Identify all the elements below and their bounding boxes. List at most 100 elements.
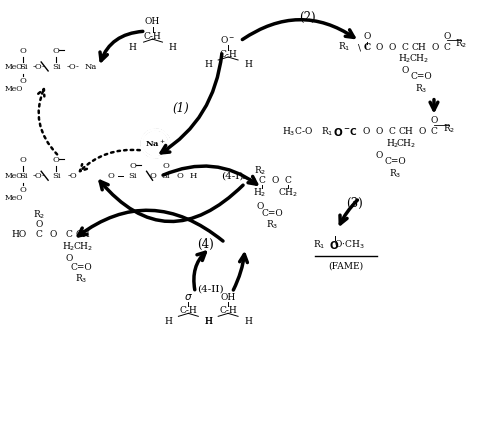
Text: O: O <box>271 176 278 185</box>
Text: O: O <box>376 43 383 52</box>
Text: -O-: -O- <box>32 63 46 71</box>
Text: Si: Si <box>52 172 60 180</box>
Text: H: H <box>128 43 136 52</box>
Text: H: H <box>168 43 176 52</box>
Text: O: O <box>66 254 72 263</box>
Text: MeO: MeO <box>4 172 22 180</box>
Text: CH$_2$: CH$_2$ <box>409 53 429 65</box>
Text: $\sigma$: $\sigma$ <box>184 292 193 303</box>
Text: O: O <box>418 127 426 136</box>
Text: C-H: C-H <box>144 32 162 41</box>
Text: H$_3$C-O: H$_3$C-O <box>282 125 313 138</box>
Text: MeO: MeO <box>4 85 22 93</box>
Text: C=O: C=O <box>261 208 283 217</box>
Text: H: H <box>190 172 197 180</box>
Text: $\mathbf{O}$: $\mathbf{O}$ <box>330 239 340 251</box>
Text: O: O <box>443 32 450 41</box>
Text: C: C <box>66 230 72 239</box>
Text: O$^-$: O$^-$ <box>220 34 236 45</box>
Text: R$_2$: R$_2$ <box>443 122 455 135</box>
Text: H: H <box>204 317 212 326</box>
Text: (4): (4) <box>197 238 214 251</box>
Text: C: C <box>258 176 266 185</box>
Text: O: O <box>364 32 371 41</box>
Text: Si: Si <box>161 172 170 180</box>
Text: R$_1$: R$_1$ <box>314 238 326 251</box>
Text: CH$_2$: CH$_2$ <box>278 187 298 199</box>
Text: O: O <box>129 162 136 170</box>
Text: $\backslash$: $\backslash$ <box>357 42 362 53</box>
Text: $\mathbf{O^-}$: $\mathbf{O^-}$ <box>332 125 350 137</box>
Text: R$_3$: R$_3$ <box>415 83 427 95</box>
Text: C: C <box>389 127 396 136</box>
Text: CH$_2$: CH$_2$ <box>396 137 416 150</box>
Text: H$_2$: H$_2$ <box>62 241 76 253</box>
Text: O: O <box>20 47 26 55</box>
Text: H: H <box>164 317 172 326</box>
Text: Si: Si <box>52 63 60 71</box>
Text: H$_2$: H$_2$ <box>386 137 399 150</box>
Text: C: C <box>364 43 371 52</box>
Text: CH: CH <box>76 230 90 239</box>
Text: $\mathbf{C}$: $\mathbf{C}$ <box>350 126 358 137</box>
Text: C=O: C=O <box>70 263 92 272</box>
Text: HO: HO <box>12 230 27 239</box>
Text: C: C <box>402 43 408 52</box>
Text: CH$_2$: CH$_2$ <box>73 241 93 253</box>
Text: H: H <box>204 60 212 69</box>
Text: O: O <box>20 186 26 194</box>
Text: R$_2$: R$_2$ <box>254 164 266 176</box>
Text: O: O <box>108 172 114 180</box>
Text: O: O <box>432 43 438 52</box>
Text: O: O <box>162 162 169 170</box>
Text: H: H <box>244 60 252 69</box>
Text: $^-$O: $^-$O <box>240 175 256 186</box>
Text: OH: OH <box>145 17 160 26</box>
Text: O: O <box>362 127 370 136</box>
Text: O: O <box>402 66 409 75</box>
Text: (1): (1) <box>172 102 189 115</box>
Text: OH: OH <box>220 293 236 302</box>
Text: O: O <box>20 156 26 164</box>
Text: O: O <box>20 77 26 85</box>
Text: O: O <box>52 156 60 164</box>
Text: C-H: C-H <box>180 306 197 315</box>
Text: R$_2$: R$_2$ <box>454 38 467 51</box>
Text: (2): (2) <box>300 11 316 24</box>
Text: H$_2$: H$_2$ <box>254 187 266 199</box>
Text: (3): (3) <box>346 196 363 210</box>
Text: (FAME): (FAME) <box>328 261 363 270</box>
Text: O: O <box>36 220 43 229</box>
Text: C-H: C-H <box>219 50 237 59</box>
Text: O: O <box>388 43 396 52</box>
Text: Si: Si <box>19 172 28 180</box>
Text: R$_3$: R$_3$ <box>75 272 87 285</box>
Text: O: O <box>177 172 184 180</box>
Text: H: H <box>204 317 212 326</box>
Text: C: C <box>444 43 450 52</box>
Text: C=O: C=O <box>384 157 406 166</box>
Text: (4-I): (4-I) <box>221 172 244 181</box>
Text: R$_1$: R$_1$ <box>322 125 334 138</box>
Text: O·CH$_3$: O·CH$_3$ <box>334 238 364 251</box>
Text: CH: CH <box>412 43 426 52</box>
Text: R$_2$: R$_2$ <box>33 209 46 221</box>
Text: O: O <box>50 230 57 239</box>
Text: O: O <box>256 202 264 211</box>
Text: O: O <box>52 47 60 55</box>
Text: MeO: MeO <box>4 194 22 202</box>
Text: O: O <box>376 127 383 136</box>
Text: O: O <box>149 172 156 180</box>
Text: R$_3$: R$_3$ <box>266 219 278 231</box>
Text: -O-: -O- <box>66 63 80 71</box>
Text: Na: Na <box>85 63 97 71</box>
Text: C-H: C-H <box>219 306 237 315</box>
Text: -O: -O <box>68 172 78 180</box>
Text: Si: Si <box>128 172 137 180</box>
Text: H: H <box>244 317 252 326</box>
Text: C: C <box>36 230 43 239</box>
Text: C: C <box>430 127 438 136</box>
Text: O: O <box>430 116 438 125</box>
Text: O: O <box>376 151 383 160</box>
Text: R$_3$: R$_3$ <box>389 167 402 179</box>
